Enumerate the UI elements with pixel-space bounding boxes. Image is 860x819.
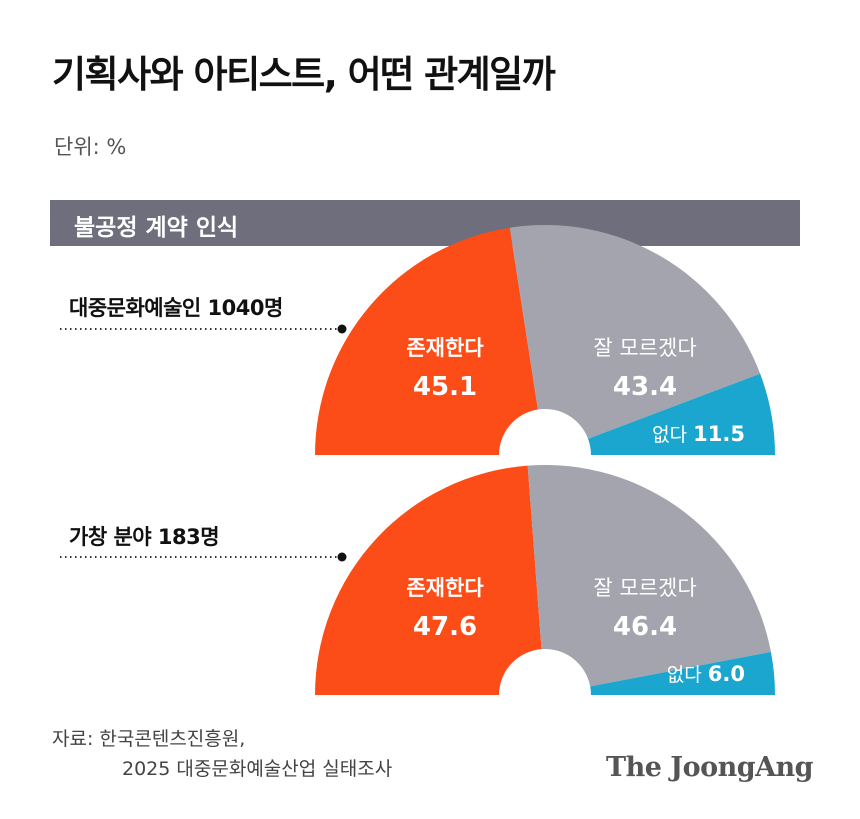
label-unknown-value: 43.4 [613, 372, 677, 402]
chart-2-title: 가창 분야 183명 [69, 525, 220, 549]
source-line-1: 자료: 한국콘텐츠진흥원, [52, 728, 246, 750]
label-exists-category: 존재한다 [406, 336, 484, 360]
label-exists-category: 존재한다 [406, 576, 484, 600]
label-unknown-category: 잘 모르겠다 [593, 336, 696, 360]
publisher-logo: The JoongAng [606, 752, 814, 783]
leader-dot [337, 552, 347, 562]
unit-label: 단위: % [54, 135, 127, 159]
segment-unknown [527, 465, 771, 687]
segment-none [588, 373, 775, 455]
source-line-2: 2025 대중문화예술산업 실태조사 [122, 758, 393, 780]
label-none-value: 11.5 [693, 422, 745, 446]
chart-1-title: 대중문화예술인 1040명 [69, 296, 283, 320]
leader-dot [337, 324, 347, 334]
label-none: 없다 6.0 [667, 662, 745, 686]
page-title: 기획사와 아티스트, 어떤 관계일까 [52, 53, 556, 96]
label-unknown-value: 46.4 [613, 612, 677, 642]
label-none-category: 없다 [652, 424, 693, 446]
section-header-bar: 불공정 계약 인식 [50, 200, 800, 246]
donut-chart-2: 존재한다 47.6 잘 모르겠다 46.4 없다 6.0 [60, 465, 775, 695]
segment-exists [315, 465, 542, 695]
source-note: 자료: 한국콘텐츠진흥원, 2025 대중문화예술산업 실태조사 [52, 724, 392, 784]
label-exists-value: 47.6 [413, 612, 477, 642]
label-unknown-category: 잘 모르겠다 [593, 576, 696, 600]
label-exists-value: 45.1 [413, 372, 477, 402]
section-header-label: 불공정 계약 인식 [74, 215, 239, 241]
donut-chart-1: 존재한다 45.1 잘 모르겠다 43.4 없다 11.5 [60, 225, 775, 455]
label-none: 없다 11.5 [652, 422, 745, 446]
segment-unknown [509, 225, 761, 439]
segment-none [590, 651, 775, 695]
segment-exists [315, 227, 538, 455]
label-none-category: 없다 [667, 664, 708, 686]
label-none-value: 6.0 [708, 662, 745, 686]
